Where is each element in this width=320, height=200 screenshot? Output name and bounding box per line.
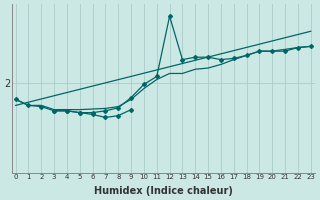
X-axis label: Humidex (Indice chaleur): Humidex (Indice chaleur): [94, 186, 233, 196]
